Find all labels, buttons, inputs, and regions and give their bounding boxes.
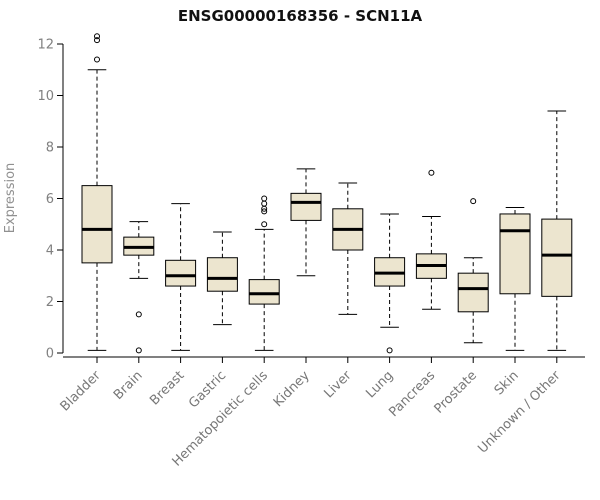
- iqr-box: [541, 218, 573, 297]
- outlier-point: [135, 311, 142, 318]
- category-label: Brain: [111, 368, 146, 403]
- box-pancreas: [415, 169, 447, 310]
- category-label: Liver: [321, 368, 355, 402]
- category-label: Prostate: [432, 368, 480, 416]
- iqr-box: [499, 213, 531, 295]
- outlier-point: [428, 169, 435, 176]
- box-lung: [374, 213, 406, 354]
- y-tick-label: 0: [46, 347, 54, 362]
- y-axis-label: Expression: [3, 163, 18, 234]
- outlier-point: [386, 347, 393, 354]
- y-tick-label: 4: [46, 244, 54, 259]
- category-label: Breast: [147, 368, 187, 408]
- box-breast: [165, 203, 197, 351]
- box-gastric: [206, 231, 238, 326]
- outlier-point: [261, 200, 268, 207]
- outlier-point: [261, 221, 268, 228]
- outlier-point: [261, 195, 268, 202]
- iqr-box: [81, 185, 113, 264]
- y-tick-label: 6: [46, 192, 54, 207]
- category-label: Unknown / Other: [475, 368, 564, 457]
- category-label: Lung: [363, 368, 396, 401]
- outlier-point: [94, 37, 100, 44]
- outlier-point: [135, 347, 142, 354]
- outlier-point: [94, 56, 100, 63]
- category-label: Bladder: [58, 368, 105, 415]
- iqr-box: [165, 259, 197, 287]
- outlier-point: [94, 33, 100, 40]
- category-label: Pancreas: [386, 368, 438, 420]
- iqr-box: [290, 192, 322, 221]
- iqr-box: [206, 257, 238, 292]
- outlier-point: [261, 208, 268, 215]
- y-tick-label: 8: [46, 141, 54, 156]
- y-axis: 0 2 4 6 8 10 12: [37, 38, 64, 362]
- outlier-point: [470, 198, 477, 205]
- chart-title: ENSG00000168356 - SCN11A: [177, 7, 423, 25]
- iqr-box: [248, 279, 280, 305]
- box-brain: [123, 221, 155, 354]
- y-tick-label: 10: [37, 89, 54, 104]
- box-hematopoietic-cells: [248, 195, 280, 351]
- iqr-box: [457, 272, 489, 313]
- category-label: Kidney: [271, 368, 313, 410]
- box-bladder: [81, 33, 113, 351]
- box-unknown-other: [541, 110, 573, 351]
- box-prostate: [457, 198, 489, 344]
- box-liver: [332, 182, 364, 315]
- box-skin: [499, 207, 531, 351]
- box-kidney: [290, 168, 322, 277]
- y-tick-label: 2: [46, 295, 54, 310]
- category-label: Skin: [492, 368, 522, 398]
- y-tick-label: 12: [37, 38, 54, 53]
